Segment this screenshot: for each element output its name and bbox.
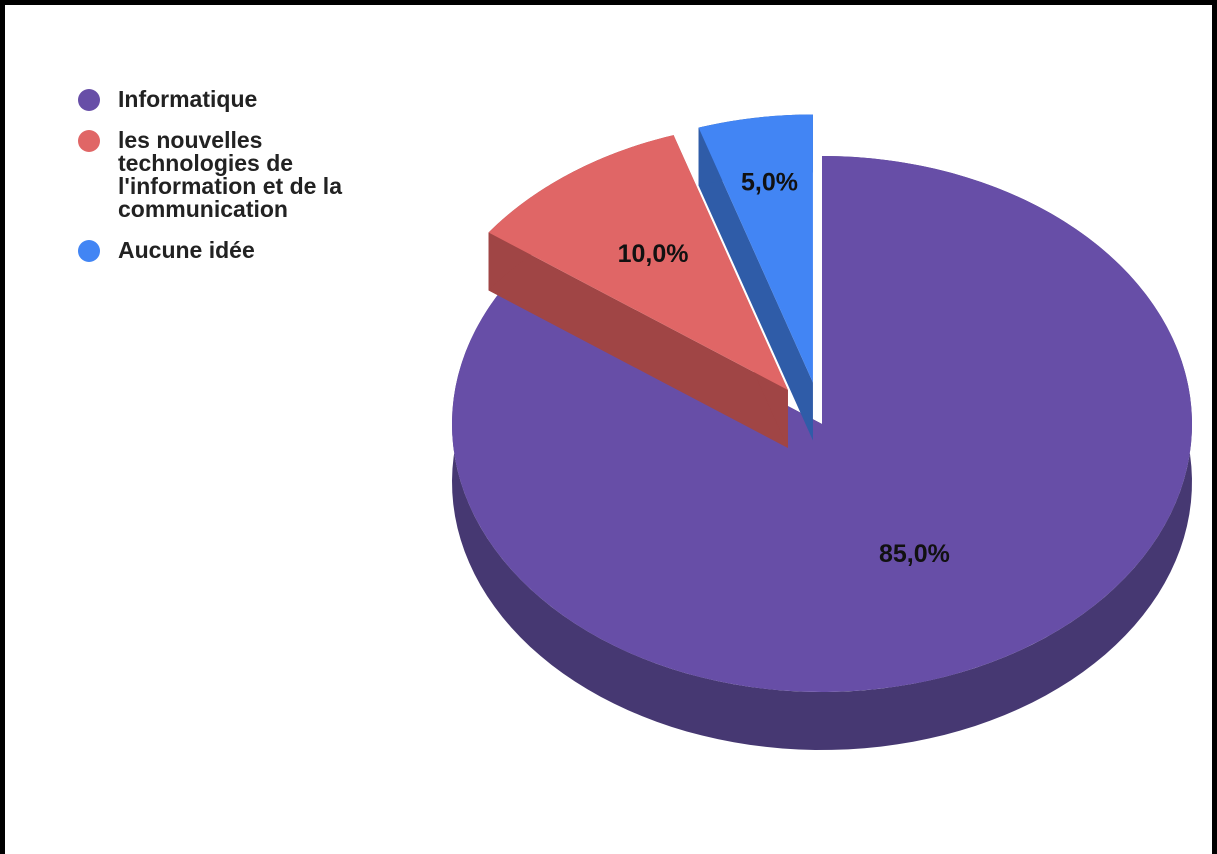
- legend-item-aucune-idee[interactable]: Aucune idée: [78, 239, 398, 262]
- legend-item-informatique[interactable]: Informatique: [78, 88, 398, 111]
- chart-legend: Informatique les nouvelles technologies …: [78, 88, 398, 280]
- slice-aucune-idee-data-label: 5,0%: [741, 169, 798, 197]
- slice-nouvelles-technologies-top: [488, 135, 788, 391]
- legend-marker-nouvelles-technologies: [78, 130, 100, 152]
- slice-informatique-top: [451, 156, 1192, 692]
- slice-nouvelles-technologies[interactable]: [488, 135, 788, 449]
- slice-nouvelles-technologies-cut-face: [488, 232, 788, 449]
- legend-label-aucune-idee: Aucune idée: [118, 237, 255, 263]
- legend-label-informatique: Informatique: [118, 86, 258, 112]
- legend-label-nouvelles-technologies: les nouvelles technologies de l'informat…: [118, 127, 342, 222]
- slice-aucune-idee-top: [698, 114, 813, 383]
- legend-item-nouvelles-technologies[interactable]: les nouvelles technologies de l'informat…: [78, 129, 398, 221]
- legend-marker-aucune-idee: [78, 240, 100, 262]
- legend-marker-informatique: [78, 89, 100, 111]
- slice-nouvelles-technologies-data-label: 10,0%: [618, 240, 689, 268]
- slice-aucune-idee[interactable]: [698, 114, 813, 441]
- slice-aucune-idee-cut-face: [698, 127, 813, 441]
- slice-informatique-data-label: 85,0%: [879, 540, 950, 568]
